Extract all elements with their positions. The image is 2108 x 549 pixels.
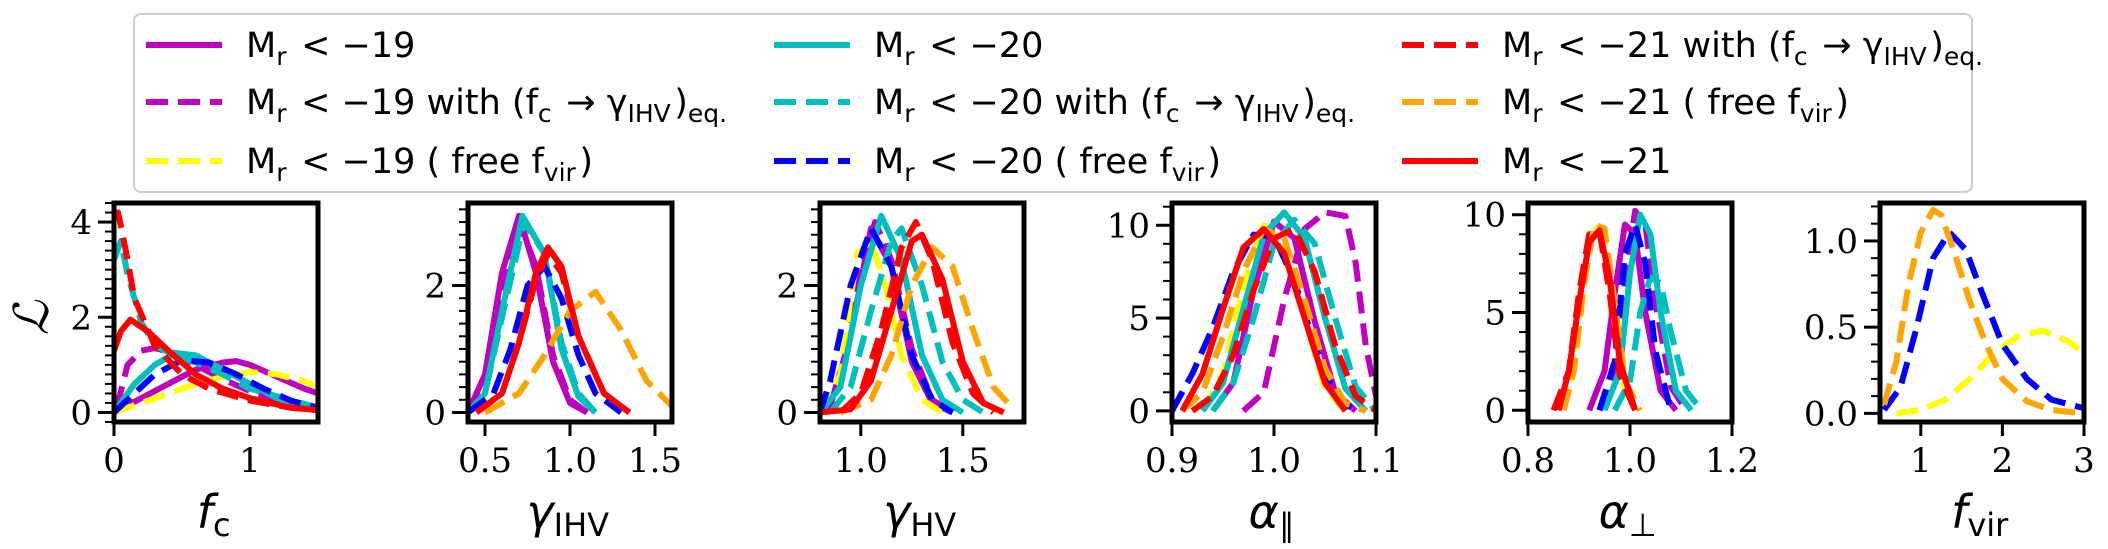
curve-mr21-free	[1881, 206, 2084, 417]
curve-mr21-eq	[1190, 226, 1376, 414]
y-tick-label: 2	[776, 267, 798, 307]
legend: Mr < −19 Mr < −19 with (fc → γIHV )eq. Mr…	[133, 13, 1987, 193]
y-tick-label: 10	[1107, 206, 1150, 246]
curve-mr21-free	[1180, 226, 1367, 414]
panel-5-curves	[1550, 207, 1704, 413]
legend-label-mr21: Mr < −21	[1502, 142, 1671, 187]
x-tick-label: 0.9	[1145, 441, 1199, 481]
curve-mr19	[114, 358, 318, 416]
panel-6-frame	[1877, 200, 2087, 425]
panel-3-curves	[820, 212, 1017, 416]
curve-mr20-free	[820, 225, 955, 416]
x-tick-label: 0	[103, 441, 125, 481]
panel-6: 1 2 3 0.0 0.5 1.0 fvir	[1804, 200, 2095, 544]
panel-6-curves	[1881, 206, 2084, 417]
curve-mr20-eq	[468, 219, 598, 415]
curve-mr19	[1586, 221, 1679, 413]
panel-3-frame	[817, 200, 1027, 425]
y-tick-label: 0	[1484, 391, 1506, 431]
panel-3: 1.0 1.5 0 2 γHV	[776, 200, 1027, 544]
legend-label-mr21-free: Mr < −21 ( free fvir )	[1502, 83, 1849, 128]
panel-1-frame	[111, 200, 321, 425]
panel-4-curves	[1172, 209, 1376, 414]
curve-mr21-eq	[114, 209, 318, 414]
curve-mr19-free	[820, 238, 944, 416]
y-tick-label: 0.0	[1804, 394, 1858, 434]
panel-2-curves	[468, 212, 672, 416]
y-tick-label: 1.0	[1804, 222, 1858, 262]
x-tick-label: 3	[2073, 441, 2095, 481]
curve-mr21-free	[483, 288, 672, 416]
x-axis-label-5: α⊥	[1599, 485, 1662, 544]
y-tick-label: 5	[1128, 299, 1150, 339]
x-tick-label: 1.5	[936, 441, 990, 481]
y-tick-label: 2	[70, 298, 92, 338]
y-tick-label: 0	[776, 393, 798, 433]
x-tick-label: 1.0	[1247, 441, 1301, 481]
x-tick-label: 0.5	[458, 441, 512, 481]
curve-mr21	[1555, 227, 1638, 412]
x-axis-label-3: γHV	[883, 485, 961, 544]
y-tick-label: 5	[1484, 294, 1506, 334]
curve-mr20-eq	[827, 225, 985, 416]
curve-mr21	[1179, 226, 1348, 413]
panel-1-curves	[114, 209, 318, 416]
curve-mr20-free	[1596, 221, 1674, 412]
curve-mr20-eq	[1210, 216, 1376, 413]
x-axis-label-4: α∥	[1249, 485, 1300, 544]
curve-mr20-free	[114, 357, 318, 415]
x-axis-label-2: γIHV	[526, 485, 613, 544]
x-tick-label: 1.5	[628, 441, 682, 481]
x-axis-label-6: fvir	[1951, 485, 2013, 544]
y-tick-label: 4	[70, 203, 92, 243]
y-tick-label: 10	[1463, 196, 1506, 236]
legend-label-mr21-eq: Mr < −21 with (fc → γIHV )eq.	[1502, 26, 1987, 71]
curve-mr20-eq	[1612, 274, 1704, 413]
y-tick-label: 2	[424, 267, 446, 307]
curve-mr21-eq	[838, 219, 996, 415]
curve-mr21	[474, 244, 632, 415]
y-tick-label: 0	[70, 393, 92, 433]
legend-label-mr20: Mr < −20	[874, 26, 1043, 71]
x-tick-label: 1.2	[1705, 441, 1759, 481]
legend-label-mr19: Mr < −19	[246, 26, 415, 71]
legend-label-mr19-free: Mr < −19 ( free fvir )	[246, 142, 593, 187]
x-tick-label: 1.0	[1603, 441, 1657, 481]
curve-mr21-free	[839, 244, 1017, 416]
legend-box	[133, 13, 1973, 193]
x-tick-label: 1	[1910, 441, 1932, 481]
x-tick-label: 1.0	[543, 441, 597, 481]
legend-label-mr20-eq: Mr < −20 with (fc → γIHV )eq.	[874, 83, 1359, 128]
panel-4: 0.9 1.0 1.1 0 5 10 α∥	[1107, 200, 1403, 544]
legend-label-mr20-free: Mr < −20 ( free fvir )	[874, 142, 1221, 187]
y-axis-label: ℒ	[4, 299, 60, 335]
curve-mr21	[820, 231, 1005, 416]
y-tick-label: 0	[424, 393, 446, 433]
y-tick-label: 0.5	[1804, 308, 1858, 348]
y-tick-label: 0	[1128, 392, 1150, 432]
panel-1: 0 1 0 2 4 fc	[70, 200, 321, 544]
panel-5: 0.8 1.0 1.2 0 5 10 α⊥	[1463, 196, 1759, 544]
curve-mr20-free	[1881, 229, 2084, 412]
curve-mr19	[468, 212, 589, 416]
x-tick-label: 1	[239, 441, 261, 481]
curve-mr19-free	[1895, 327, 2084, 417]
x-tick-label: 1.0	[834, 441, 888, 481]
x-tick-label: 1.1	[1349, 441, 1403, 481]
legend-label-mr19-eq: Mr < −19 with (fc → γIHV )eq.	[246, 83, 731, 128]
x-tick-label: 0.8	[1501, 441, 1555, 481]
curve-mr21	[114, 316, 318, 414]
curve-mr20	[820, 212, 965, 416]
panel-2: 0.5 1.0 1.5 0 2 γIHV	[424, 200, 682, 544]
x-axis-label-1: fc	[197, 485, 235, 544]
x-tick-label: 2	[1992, 441, 2014, 481]
